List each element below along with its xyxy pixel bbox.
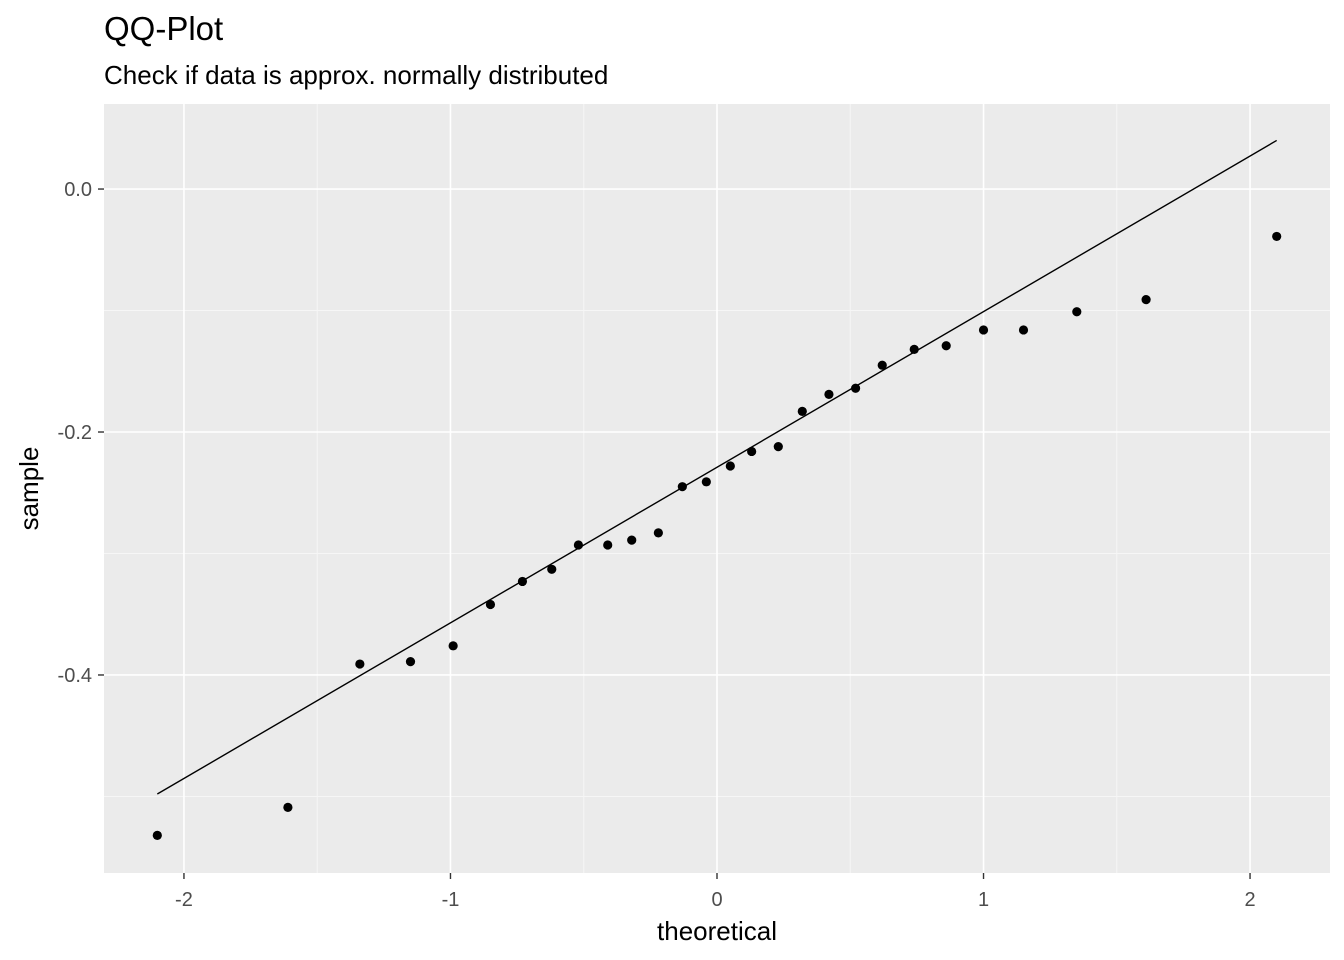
chart-subtitle: Check if data is approx. normally distri…	[104, 60, 609, 90]
x-tick-label: 1	[978, 889, 989, 911]
points-layer	[152, 231, 1282, 840]
data-point	[603, 540, 613, 550]
y-tick-label: -0.2	[58, 422, 92, 444]
x-tick-label: 2	[1244, 889, 1255, 911]
data-point	[485, 599, 496, 610]
x-axis-ticks: -2 -1 0 1 2	[175, 873, 1256, 911]
data-point	[909, 344, 919, 354]
x-tick-label: -1	[442, 889, 460, 911]
data-point	[627, 535, 637, 545]
data-point	[677, 482, 687, 492]
data-point	[1018, 325, 1029, 335]
data-point	[517, 576, 528, 587]
data-point	[824, 389, 834, 399]
data-point	[152, 830, 162, 840]
qq-reference-line	[156, 139, 1278, 795]
data-point	[547, 564, 557, 574]
data-point	[877, 360, 887, 370]
data-point	[773, 441, 783, 452]
y-axis-ticks: 0.0 -0.2 -0.4	[58, 179, 104, 687]
data-point	[283, 802, 293, 812]
data-point	[701, 477, 711, 487]
y-tick-label: 0.0	[64, 179, 92, 201]
data-point	[448, 641, 458, 651]
data-point	[405, 657, 416, 667]
data-point	[797, 406, 807, 416]
data-point	[941, 341, 951, 351]
x-tick-label: 0	[711, 889, 722, 911]
data-point	[747, 446, 757, 457]
data-point	[1072, 307, 1082, 317]
y-axis-title: sample	[14, 447, 44, 531]
data-point	[355, 659, 365, 669]
x-tick-label: -2	[175, 889, 193, 911]
reference-line-layer	[156, 139, 1278, 795]
y-tick-label: -0.4	[58, 665, 92, 687]
data-point	[725, 461, 735, 471]
data-point	[1272, 231, 1282, 242]
data-point	[573, 540, 584, 550]
x-axis-title: theoretical	[657, 916, 777, 946]
chart-title: QQ-Plot	[104, 10, 224, 47]
data-point	[1141, 294, 1151, 305]
grid-major	[104, 104, 1330, 873]
data-point	[653, 528, 663, 538]
data-point	[978, 325, 989, 335]
data-point	[850, 383, 861, 393]
